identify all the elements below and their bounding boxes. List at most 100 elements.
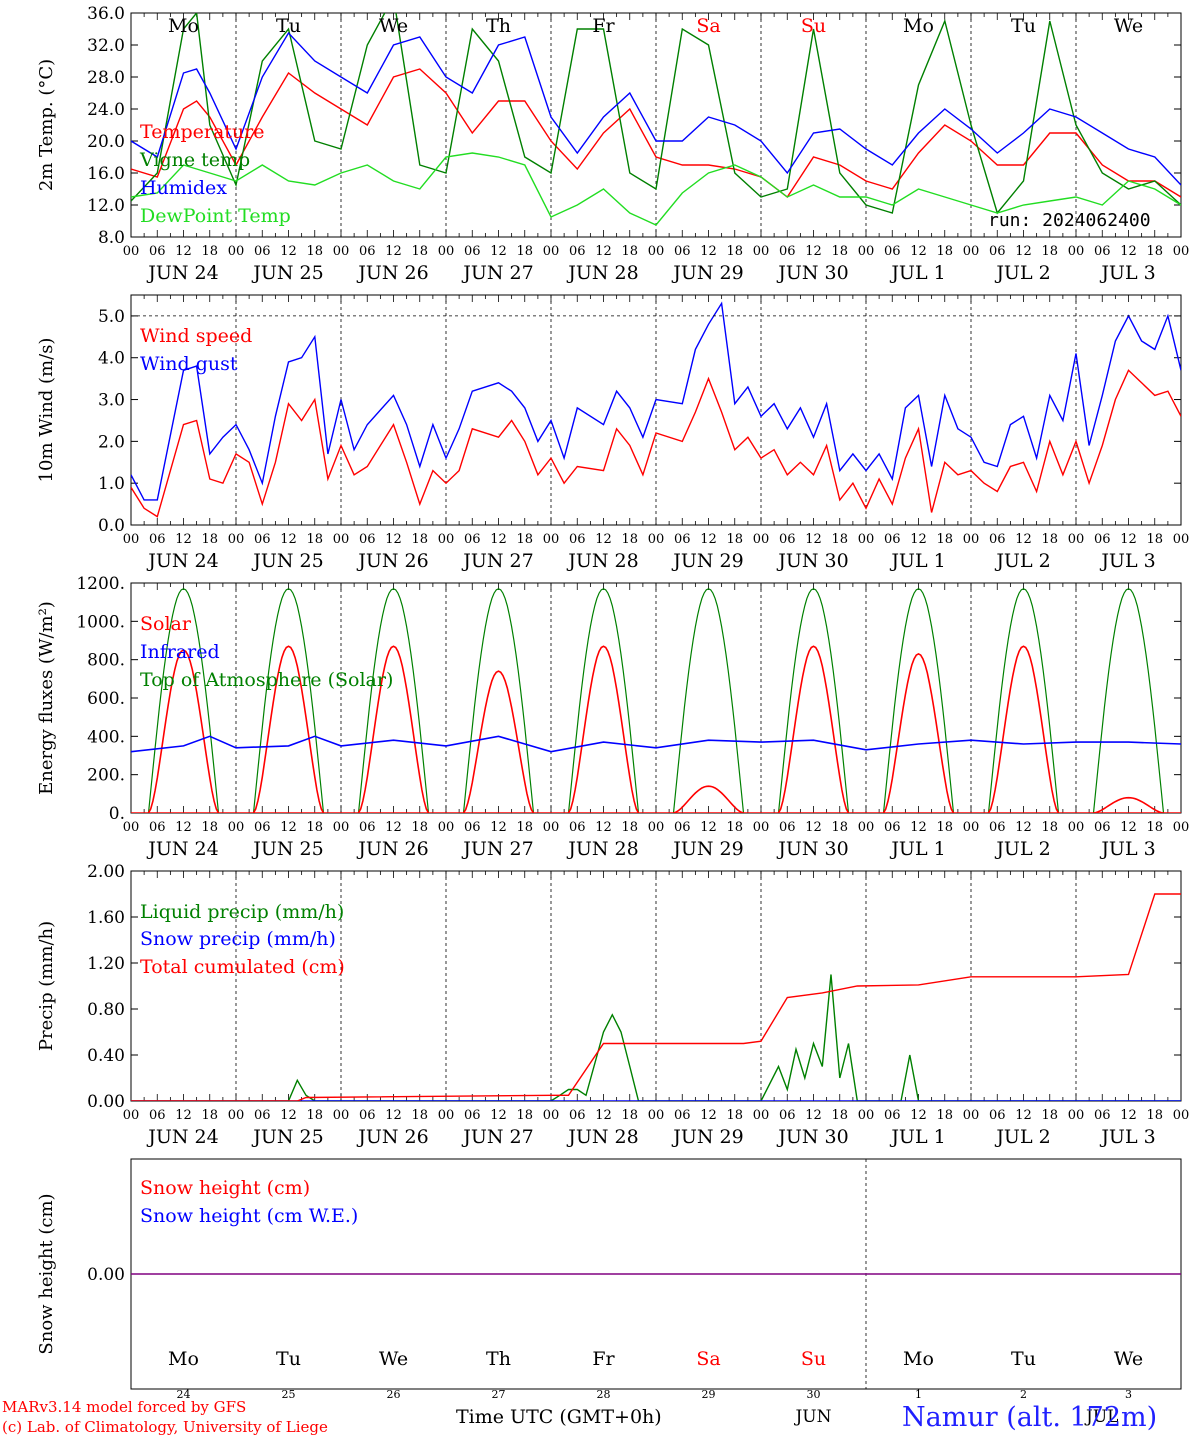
hour-label: 00 bbox=[1173, 244, 1190, 259]
hour-label: 18 bbox=[306, 244, 323, 259]
hour-label: 18 bbox=[831, 532, 848, 547]
hour-label: 00 bbox=[438, 1108, 455, 1123]
hour-label: 06 bbox=[359, 532, 376, 547]
hour-label: 18 bbox=[201, 532, 218, 547]
hour-label: 06 bbox=[464, 532, 481, 547]
hour-label: 12 bbox=[175, 532, 192, 547]
hour-label: 00 bbox=[123, 820, 140, 835]
toa-solar-curve bbox=[882, 588, 955, 813]
weekday-label: Sa bbox=[696, 1348, 720, 1370]
hour-label: 00 bbox=[753, 532, 770, 547]
solar-curve bbox=[987, 645, 1060, 813]
hour-label: 12 bbox=[280, 532, 297, 547]
hour-label: 18 bbox=[936, 532, 953, 547]
series-group bbox=[131, 13, 1181, 226]
hour-label: 12 bbox=[1015, 1108, 1032, 1123]
date-label: JUN 26 bbox=[356, 838, 428, 860]
date-label: JUN 30 bbox=[776, 550, 848, 572]
date-label: JUN 24 bbox=[146, 262, 218, 284]
y-tick-label: 3.0 bbox=[98, 391, 125, 411]
day-number-label: 24 bbox=[177, 1388, 191, 1401]
hour-label: 00 bbox=[438, 532, 455, 547]
hour-label: 12 bbox=[805, 820, 822, 835]
legend-entry: Snow height (cm) bbox=[140, 1177, 310, 1199]
y-tick-label: 200. bbox=[87, 766, 125, 786]
hour-label: 06 bbox=[779, 244, 796, 259]
legend-entry: Top of Atmosphere (Solar) bbox=[140, 669, 393, 691]
hour-label: 00 bbox=[228, 532, 245, 547]
hour-label: 12 bbox=[1015, 244, 1032, 259]
y-tick-label: 12.0 bbox=[87, 196, 125, 216]
weekday-label: Th bbox=[486, 1348, 511, 1370]
toa-solar-curve bbox=[252, 588, 325, 813]
legend-entry: Humidex bbox=[140, 177, 227, 199]
weekday-label: Mo bbox=[903, 15, 934, 37]
weekday-label: Th bbox=[486, 15, 511, 37]
hour-label: 12 bbox=[1120, 532, 1137, 547]
temperature-line bbox=[131, 68, 1181, 199]
hour-label: 06 bbox=[149, 820, 166, 835]
date-label: JUN 29 bbox=[671, 262, 743, 284]
solar-curve bbox=[567, 645, 640, 813]
solar-curve bbox=[777, 645, 850, 813]
date-label: JUL 3 bbox=[1099, 838, 1155, 860]
y-axis-label: Snow height (cm) bbox=[36, 1193, 57, 1354]
total-cumulated-cm--line bbox=[131, 893, 1181, 1101]
hour-label: 06 bbox=[989, 1108, 1006, 1123]
y-axis-label: 2m Temp. (°C) bbox=[36, 59, 57, 191]
series-group bbox=[131, 588, 1181, 813]
hour-label: 06 bbox=[464, 244, 481, 259]
date-label: JUL 3 bbox=[1099, 262, 1155, 284]
hour-label: 00 bbox=[753, 1108, 770, 1123]
hour-label: 00 bbox=[963, 1108, 980, 1123]
liquid-precip-mm-h--line bbox=[131, 974, 1181, 1101]
day-number-label: 28 bbox=[597, 1388, 611, 1401]
date-label: JUN 25 bbox=[251, 262, 323, 284]
day-number-label: 30 bbox=[807, 1388, 821, 1401]
hour-label: 12 bbox=[280, 1108, 297, 1123]
toa-solar-curve bbox=[147, 588, 220, 813]
weekday-label: We bbox=[1114, 1348, 1143, 1370]
hour-label: 00 bbox=[648, 1108, 665, 1123]
hour-label: 18 bbox=[1146, 244, 1163, 259]
date-label: JUL 3 bbox=[1099, 550, 1155, 572]
month-label: JUL bbox=[1084, 1407, 1118, 1427]
hour-label: 06 bbox=[569, 244, 586, 259]
date-label: JUL 3 bbox=[1099, 1126, 1155, 1148]
hour-label: 00 bbox=[333, 532, 350, 547]
hour-label: 12 bbox=[805, 532, 822, 547]
hour-label: 18 bbox=[621, 1108, 638, 1123]
date-label: JUL 1 bbox=[889, 838, 945, 860]
hour-label: 06 bbox=[779, 1108, 796, 1123]
hour-label: 00 bbox=[123, 532, 140, 547]
toa-solar-curve bbox=[987, 588, 1060, 813]
hour-label: 06 bbox=[779, 532, 796, 547]
hour-label: 18 bbox=[726, 532, 743, 547]
date-label: JUN 28 bbox=[566, 262, 638, 284]
hour-label: 00 bbox=[228, 1108, 245, 1123]
hour-label: 00 bbox=[333, 820, 350, 835]
hour-label: 18 bbox=[936, 1108, 953, 1123]
hour-label: 12 bbox=[175, 820, 192, 835]
hour-label: 18 bbox=[201, 244, 218, 259]
y-tick-label: 800. bbox=[87, 651, 125, 671]
date-label: JUN 29 bbox=[671, 838, 743, 860]
hour-label: 06 bbox=[254, 244, 271, 259]
hour-label: 18 bbox=[726, 244, 743, 259]
hour-label: 00 bbox=[1068, 1108, 1085, 1123]
hour-label: 12 bbox=[1120, 1108, 1137, 1123]
hour-label: 00 bbox=[543, 1108, 560, 1123]
y-tick-label: 0.40 bbox=[87, 1046, 125, 1066]
solar-curve bbox=[882, 652, 955, 813]
legend-entry: Infrared bbox=[140, 641, 220, 663]
hour-label: 06 bbox=[569, 532, 586, 547]
hour-label: 00 bbox=[123, 244, 140, 259]
hour-label: 12 bbox=[595, 820, 612, 835]
day-number-label: 25 bbox=[282, 1388, 296, 1401]
y-tick-label: 2.00 bbox=[87, 862, 125, 882]
hour-label: 00 bbox=[963, 532, 980, 547]
y-tick-label: 20.0 bbox=[87, 132, 125, 152]
hour-label: 18 bbox=[936, 820, 953, 835]
solar-curve bbox=[1093, 796, 1164, 813]
